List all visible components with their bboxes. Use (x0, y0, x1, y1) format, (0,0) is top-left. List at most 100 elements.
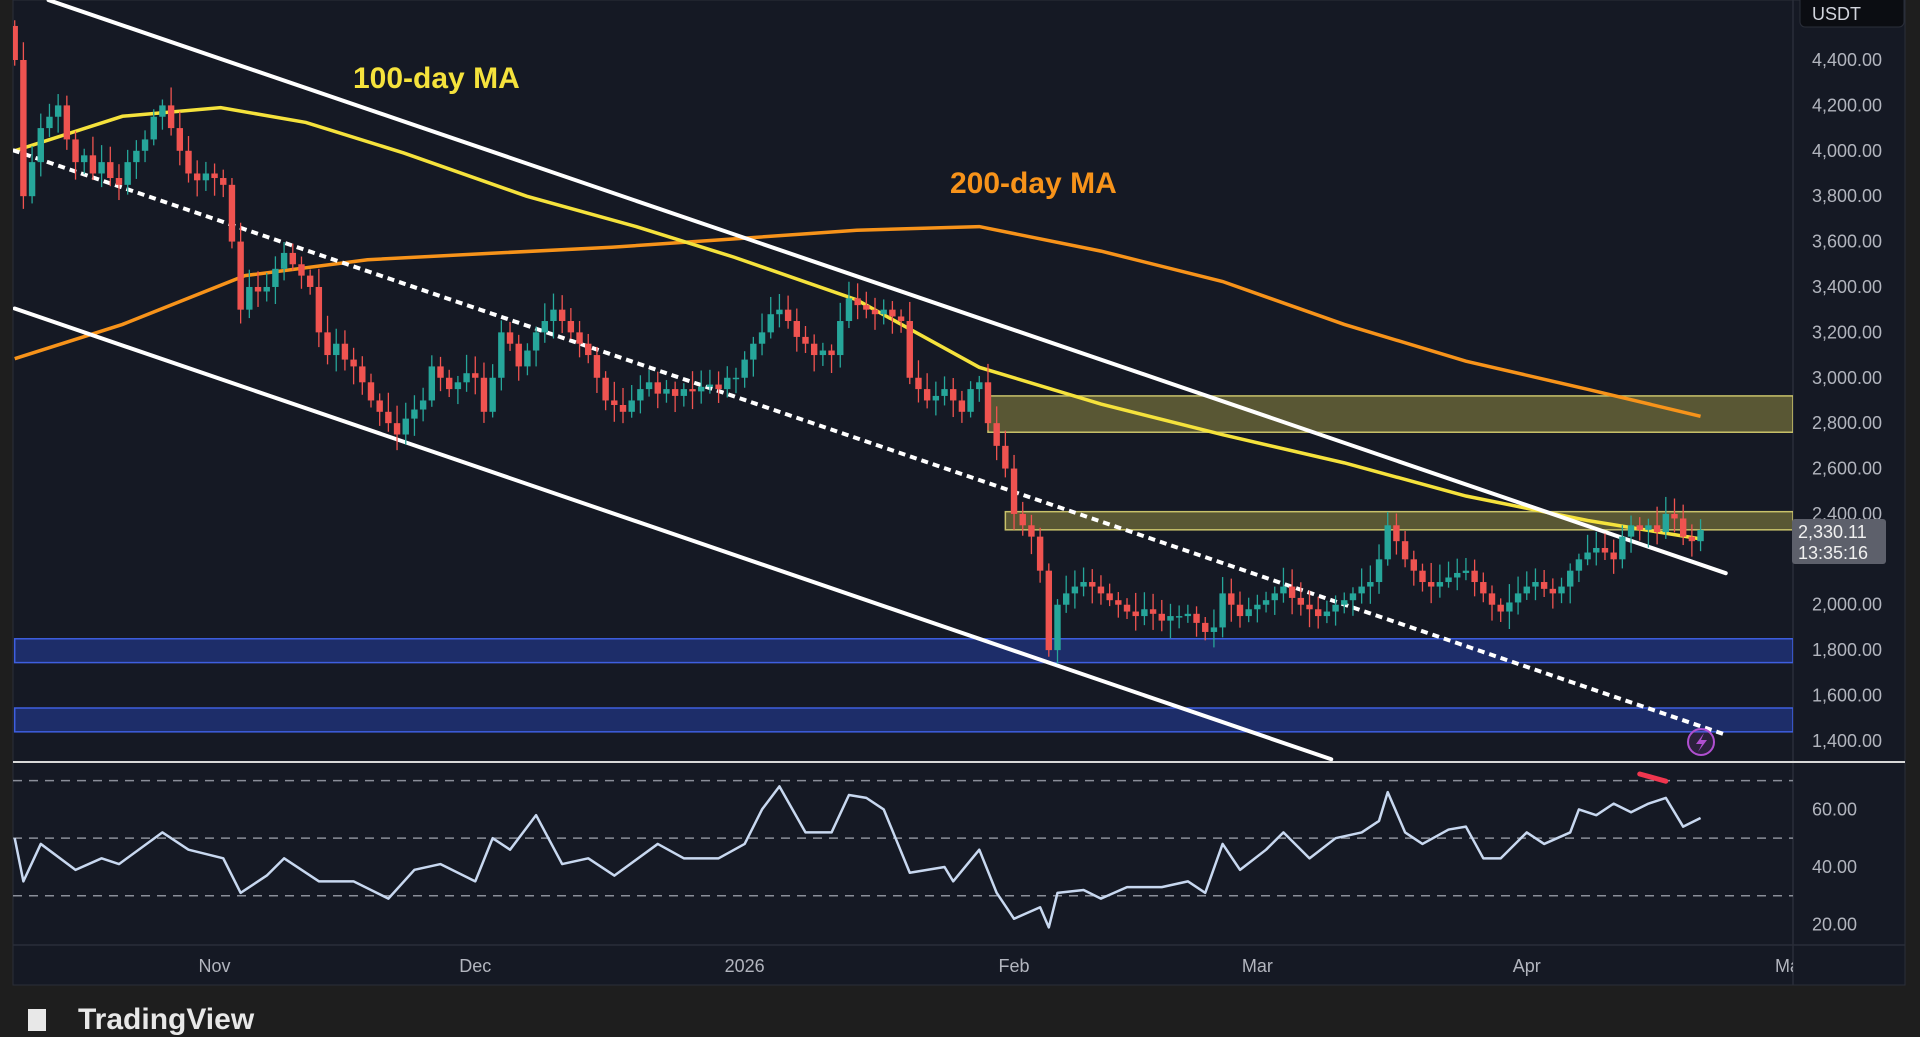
candle[interactable] (585, 333, 592, 364)
candle[interactable] (1262, 591, 1270, 613)
candle[interactable] (350, 347, 357, 385)
candle[interactable] (1662, 496, 1669, 539)
candle[interactable] (246, 269, 253, 319)
candle[interactable] (393, 405, 401, 451)
candle[interactable] (1123, 598, 1131, 620)
candle[interactable] (1271, 586, 1278, 615)
candle[interactable] (741, 351, 748, 388)
candle[interactable] (454, 375, 462, 405)
candle[interactable] (1367, 565, 1374, 604)
channel-lower-line[interactable] (13, 306, 1334, 762)
candle[interactable] (124, 149, 131, 195)
candle[interactable] (263, 272, 270, 302)
candle[interactable] (324, 315, 331, 365)
candle[interactable] (611, 381, 618, 422)
candle[interactable] (1315, 596, 1322, 629)
candle[interactable] (1045, 563, 1053, 657)
candle[interactable] (37, 113, 44, 177)
candle[interactable] (1175, 605, 1183, 629)
candle[interactable] (280, 242, 288, 281)
candle[interactable] (1419, 563, 1426, 592)
candle[interactable] (1697, 519, 1704, 552)
candle[interactable] (1306, 590, 1313, 628)
candle[interactable] (1558, 577, 1565, 604)
candle[interactable] (298, 256, 305, 289)
candle[interactable] (1149, 593, 1157, 630)
candle[interactable] (810, 334, 818, 372)
candle[interactable] (1288, 569, 1296, 615)
candle[interactable] (12, 20, 18, 66)
candle[interactable] (1653, 506, 1661, 545)
candle[interactable] (654, 371, 661, 409)
candle[interactable] (871, 297, 879, 330)
candle[interactable] (628, 385, 635, 418)
candle[interactable] (671, 381, 679, 413)
candle[interactable] (133, 140, 140, 179)
candle[interactable] (819, 342, 827, 366)
candle[interactable] (1575, 553, 1583, 583)
candle[interactable] (1323, 600, 1331, 624)
candle[interactable] (1297, 582, 1305, 616)
candle[interactable] (958, 390, 966, 423)
candle[interactable] (706, 369, 714, 394)
candle[interactable] (211, 163, 218, 196)
candle[interactable] (1688, 524, 1696, 557)
candle[interactable] (1679, 504, 1687, 546)
candle[interactable] (411, 395, 418, 436)
candle[interactable] (1454, 558, 1461, 591)
candle[interactable] (463, 354, 470, 392)
candle[interactable] (63, 95, 71, 150)
candle[interactable] (359, 356, 366, 395)
candle[interactable] (1427, 562, 1435, 604)
candle[interactable] (967, 381, 974, 418)
candle[interactable] (1141, 592, 1148, 626)
candle[interactable] (1462, 557, 1470, 581)
rsi-pane[interactable] (13, 771, 1793, 929)
candle[interactable] (1202, 616, 1209, 641)
candle[interactable] (150, 109, 157, 146)
candle[interactable] (28, 146, 36, 204)
candle[interactable] (506, 321, 514, 351)
candle[interactable] (1332, 595, 1339, 626)
candle[interactable] (663, 380, 670, 403)
candle[interactable] (1384, 511, 1391, 566)
candle[interactable] (1645, 518, 1652, 548)
candle[interactable] (54, 94, 62, 133)
candle[interactable] (1610, 539, 1617, 574)
candle[interactable] (576, 321, 583, 358)
candle[interactable] (1219, 577, 1226, 638)
candle[interactable] (828, 344, 835, 373)
candle[interactable] (419, 387, 427, 422)
candle[interactable] (254, 271, 262, 307)
channel-upper-line[interactable] (46, 0, 1728, 576)
candle[interactable] (1436, 564, 1444, 598)
candle[interactable] (724, 366, 731, 398)
candle[interactable] (185, 136, 192, 183)
candle[interactable] (776, 294, 783, 328)
candle[interactable] (1567, 563, 1574, 604)
candle[interactable] (107, 146, 114, 187)
candle[interactable] (1184, 604, 1192, 623)
candle[interactable] (1488, 585, 1496, 621)
candle[interactable] (228, 178, 236, 249)
chart[interactable]: 100-day MA 200-day MA 4,400.00 4,200.00 4,00… (0, 0, 1920, 1000)
candle[interactable] (758, 313, 766, 356)
candle[interactable] (680, 383, 688, 407)
candle[interactable] (932, 381, 940, 416)
candle[interactable] (1627, 515, 1635, 553)
candle[interactable] (984, 363, 992, 431)
candle[interactable] (863, 291, 870, 319)
candle[interactable] (272, 256, 279, 304)
candle[interactable] (784, 295, 792, 329)
candle[interactable] (1167, 603, 1174, 639)
candle[interactable] (915, 360, 922, 403)
candle[interactable] (1636, 517, 1643, 541)
candle[interactable] (837, 302, 844, 368)
candle[interactable] (550, 293, 557, 339)
candle[interactable] (498, 320, 505, 391)
candle[interactable] (1106, 583, 1113, 607)
candle[interactable] (1540, 570, 1548, 598)
candle[interactable] (46, 103, 53, 137)
candle[interactable] (532, 326, 540, 367)
candle[interactable] (880, 299, 887, 325)
